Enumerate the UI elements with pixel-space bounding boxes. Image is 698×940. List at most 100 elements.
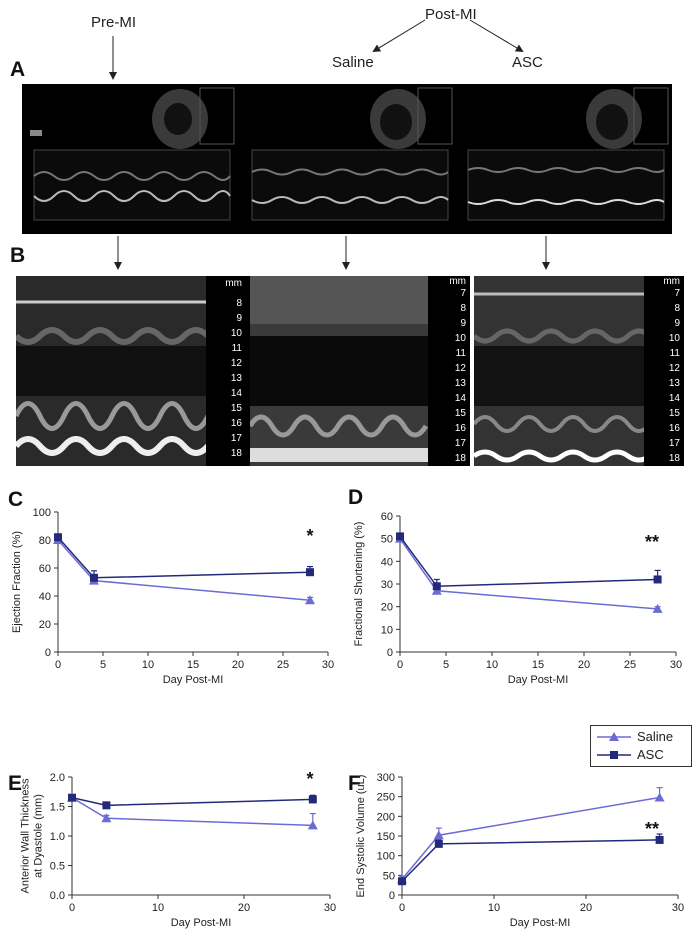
x-tick-label: 25 <box>277 659 289 671</box>
x-tick-label: 0 <box>69 902 75 914</box>
x-axis-label: Day Post-MI <box>171 917 232 929</box>
y-tick-label: 1.0 <box>50 831 65 843</box>
ruler-unit: mm <box>225 278 242 289</box>
y-tick-label: 0 <box>389 890 395 902</box>
series-line-asc <box>399 535 658 588</box>
data-point-saline <box>305 595 315 605</box>
ruler-tick: 16 <box>668 423 680 434</box>
x-tick-label: 30 <box>322 659 334 671</box>
ruler-tick: 11 <box>231 343 242 354</box>
y-tick-label: 40 <box>39 591 51 603</box>
significance-marker: ** <box>645 819 659 839</box>
legend-asc-marker <box>610 751 618 759</box>
y-tick-label: 0.5 <box>50 861 65 873</box>
ruler-tick: 16 <box>230 418 242 429</box>
ruler-tick: 9 <box>460 318 466 329</box>
data-point-asc <box>396 532 404 541</box>
y-tick-label: 0 <box>45 647 51 659</box>
ruler-tick: 7 <box>460 288 466 299</box>
y-tick-label: 0.0 <box>50 890 65 902</box>
panel-f-letter: F <box>348 772 361 795</box>
y-axis-label: Anterior Wall Thicknessat Dyastole (mm) <box>20 778 45 893</box>
ruler-tick: 8 <box>236 298 242 309</box>
ruler-tick: 9 <box>236 313 242 324</box>
ruler-saline: mm 7 8 9 10 11 12 13 14 15 16 17 18 <box>430 276 470 466</box>
ruler-unit: mm <box>449 276 466 287</box>
y-tick-label: 250 <box>377 792 395 804</box>
legend: Saline ASC <box>590 725 692 767</box>
legend-saline-label: Saline <box>637 729 674 744</box>
series-line-saline <box>57 539 311 601</box>
x-axis-label: Day Post-MI <box>163 674 224 686</box>
x-tick-label: 10 <box>152 902 164 914</box>
significance-marker: * <box>306 526 313 546</box>
echo-screen-3 <box>467 87 669 221</box>
ruler-tick: 17 <box>230 433 242 444</box>
saline-label: Saline <box>332 54 374 71</box>
pre-mi-label: Pre-MI <box>91 14 136 31</box>
x-tick-label: 30 <box>672 902 684 914</box>
ruler-tick: 17 <box>668 438 680 449</box>
x-tick-label: 10 <box>486 659 498 671</box>
y-tick-label: 30 <box>381 579 393 591</box>
y-tick-label: 150 <box>377 831 395 843</box>
significance-marker: * <box>306 769 313 789</box>
post-mi-label: Post-MI <box>425 6 477 23</box>
y-tick-label: 200 <box>377 811 395 823</box>
legend-asc-label: ASC <box>637 747 664 762</box>
panel-d-letter: D <box>348 486 364 509</box>
ruler-tick: 15 <box>230 403 242 414</box>
data-point-saline <box>431 585 442 595</box>
ruler-tick: 13 <box>668 378 680 389</box>
ruler-tick: 7 <box>674 288 680 299</box>
ruler-tick: 15 <box>454 408 466 419</box>
data-point-asc <box>432 582 441 591</box>
y-tick-label: 80 <box>39 535 51 547</box>
ruler-tick: 17 <box>454 438 466 449</box>
ruler-unit: mm <box>663 276 680 287</box>
y-tick-label: 50 <box>381 534 393 546</box>
ruler-tick: 16 <box>454 423 466 434</box>
panel-a-letter: A <box>10 58 26 81</box>
y-axis-label: Fractional Shortening (%) <box>353 522 365 647</box>
ruler-tick: 12 <box>454 363 466 374</box>
x-tick-label: 15 <box>187 659 199 671</box>
echo-screen-1 <box>30 87 235 221</box>
y-tick-label: 20 <box>381 602 393 614</box>
data-point-asc <box>398 877 406 886</box>
panel-b-letter: B <box>10 244 26 267</box>
x-axis-label: Day Post-MI <box>508 674 569 686</box>
panel-a-arrows <box>109 19 550 270</box>
chart-end-systolic-volume: 0 50 100 150 200 250 300 0 10 20 30 Day Post-MI End … <box>355 772 684 929</box>
ruler-asc: mm 7 8 9 10 11 12 13 14 15 16 17 18 <box>644 276 684 466</box>
ruler-tick: 10 <box>454 333 466 344</box>
ruler-tick: 14 <box>454 393 466 404</box>
ruler-tick: 18 <box>230 448 242 459</box>
ruler-tick: 10 <box>230 328 242 339</box>
x-tick-label: 5 <box>443 659 449 671</box>
ruler-tick: 8 <box>460 303 466 314</box>
mmode-graphic-asc <box>472 276 652 466</box>
ruler-tick: 15 <box>668 408 680 419</box>
ruler-tick: 12 <box>668 363 680 374</box>
y-tick-label: 100 <box>33 507 51 519</box>
data-point-asc <box>68 793 76 802</box>
ruler-tick: 11 <box>669 348 680 359</box>
y-tick-label: 1.5 <box>50 802 65 814</box>
x-tick-label: 30 <box>324 902 336 914</box>
asc-label: ASC <box>512 54 543 71</box>
ruler-tick: 12 <box>230 358 242 369</box>
y-tick-label: 100 <box>377 851 395 863</box>
ruler-tick: 14 <box>230 388 242 399</box>
y-tick-label: 50 <box>383 870 395 882</box>
data-point-asc <box>653 575 662 584</box>
ruler-tick: 18 <box>454 453 466 464</box>
x-tick-label: 10 <box>488 902 500 914</box>
y-tick-label: 10 <box>381 624 393 636</box>
ruler-tick: 8 <box>674 303 680 314</box>
ruler-tick: 10 <box>668 333 680 344</box>
ruler-tick: 13 <box>454 378 466 389</box>
ruler-tick: 9 <box>674 318 680 329</box>
x-tick-label: 30 <box>670 659 682 671</box>
x-tick-label: 25 <box>624 659 636 671</box>
